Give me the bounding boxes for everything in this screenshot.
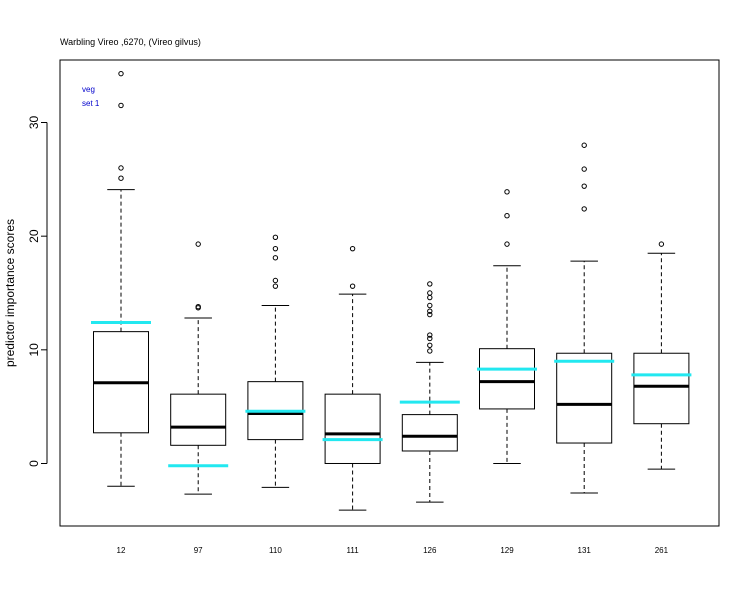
annotation-veg: veg (82, 85, 95, 94)
iqr-box (170, 393, 227, 446)
iqr-box (324, 393, 381, 464)
outlier-point (349, 245, 356, 252)
outlier-point (427, 302, 433, 309)
box-12 (91, 70, 151, 487)
outlier-point (272, 234, 279, 241)
outlier-point (658, 241, 665, 247)
outlier-point (427, 335, 433, 342)
y-tick-label: 20 (27, 229, 41, 243)
x-tick-label: 110 (269, 546, 282, 555)
outlier-point (195, 303, 201, 310)
outlier-point (427, 281, 433, 287)
outlier-point (427, 308, 433, 314)
outlier-point (272, 283, 279, 289)
x-tick-label: 97 (194, 546, 203, 555)
box-126 (399, 281, 460, 503)
y-tick-label: 30 (27, 116, 41, 130)
outlier-point (427, 294, 433, 301)
outlier-point (427, 332, 433, 338)
outlier-point (581, 142, 587, 148)
x-tick-label: 261 (655, 546, 669, 555)
y-tick-label: 10 (27, 343, 41, 357)
outlier-point (504, 189, 510, 195)
outlier-point (427, 311, 433, 318)
box-131 (554, 142, 615, 494)
outlier-point (118, 70, 124, 77)
outlier-point (272, 255, 279, 261)
outlier-point (581, 183, 587, 189)
outlier-point (349, 283, 356, 289)
x-tick-label: 126 (423, 546, 437, 555)
box-129 (477, 189, 537, 464)
iqr-box (479, 348, 535, 410)
iqr-box (401, 414, 458, 452)
outlier-point (427, 342, 433, 348)
box-97 (168, 241, 229, 495)
box-111 (322, 245, 383, 511)
x-tick-label: 131 (578, 546, 592, 555)
box-261 (631, 241, 692, 470)
annotation-set: set 1 (82, 99, 100, 108)
y-axis: 0 10 20 30 (27, 116, 48, 467)
outlier-point (118, 165, 124, 171)
box-series (91, 70, 692, 511)
x-axis: 12 97 110 111 126 129 131 261 (117, 546, 669, 555)
outlier-point (581, 206, 587, 212)
x-tick-label: 12 (117, 546, 126, 555)
outlier-point (118, 175, 124, 181)
outlier-point (427, 290, 433, 296)
x-tick-label: 111 (347, 546, 360, 555)
outlier-point (195, 241, 201, 247)
outlier-point (504, 241, 510, 247)
outlier-point (427, 348, 433, 354)
outlier-point (504, 213, 510, 219)
x-tick-label: 129 (500, 546, 514, 555)
y-axis-label: predictor importance scores (3, 219, 17, 367)
iqr-box (633, 352, 690, 425)
outlier-point (581, 166, 587, 172)
iqr-box (556, 352, 613, 444)
y-tick-label: 0 (27, 460, 41, 467)
plot-frame (59, 59, 720, 527)
box-110 (245, 234, 306, 488)
chart-title: Warbling Vireo ,6270, (Vireo gilvus) (60, 37, 201, 47)
outlier-point (272, 277, 279, 284)
outlier-point (118, 102, 124, 109)
outlier-point (272, 245, 279, 252)
